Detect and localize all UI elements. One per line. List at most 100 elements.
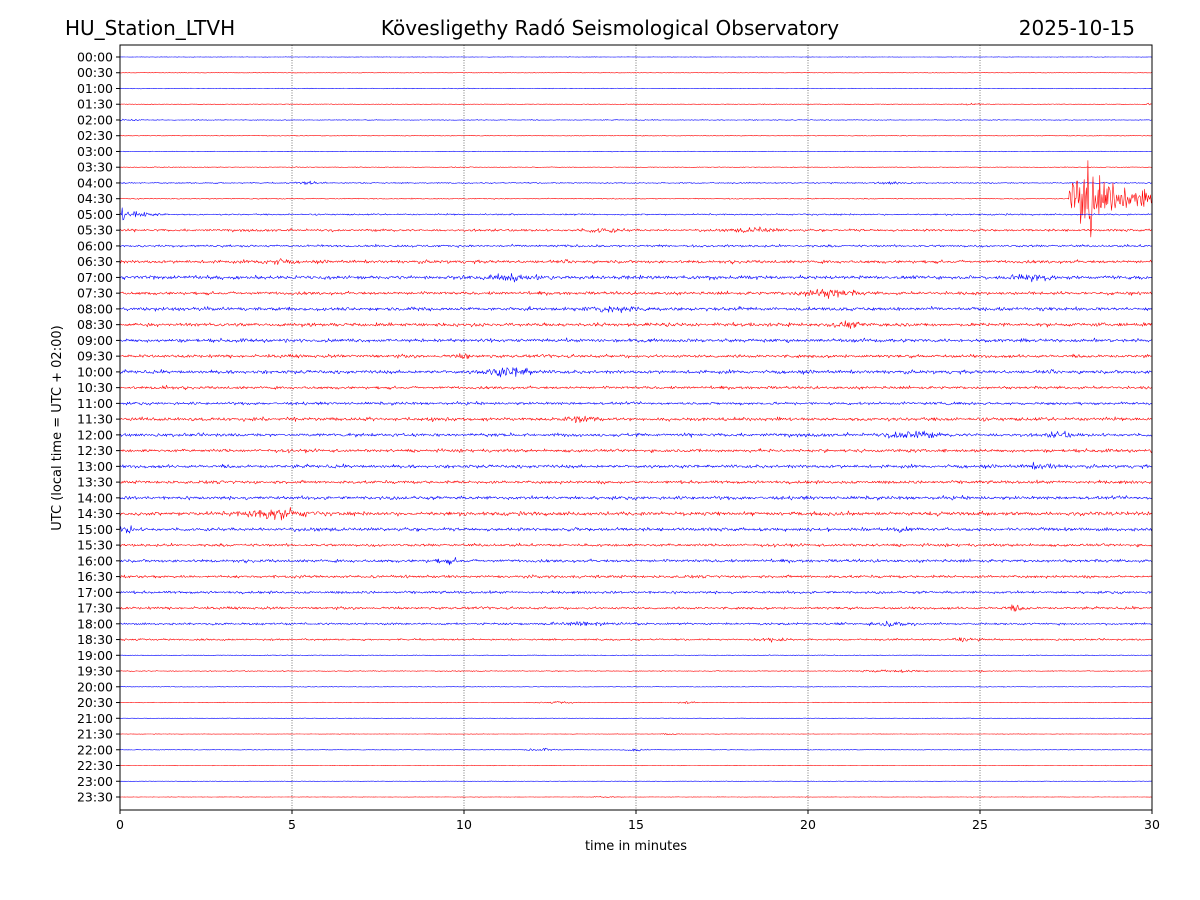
y-axis-ticks: 00:0000:3001:0001:3002:0002:3003:0003:30…: [77, 50, 120, 805]
trace-1100: [120, 401, 1152, 406]
trace-0500: [120, 207, 1152, 221]
trace-2200: [120, 747, 1152, 752]
y-tick-label: 06:30: [77, 254, 113, 269]
trace-0430: [120, 160, 1152, 238]
y-tick-label: 07:00: [77, 270, 113, 285]
y-tick-label: 18:30: [77, 632, 113, 647]
trace-1830: [120, 637, 1152, 643]
y-tick-label: 17:00: [77, 585, 113, 600]
trace-0730: [120, 288, 1152, 299]
trace-1930: [120, 669, 1152, 673]
trace-1600: [120, 557, 1152, 566]
y-tick-label: 08:30: [77, 317, 113, 332]
trace-1330: [120, 479, 1152, 485]
trace-2000: [120, 686, 1152, 688]
trace-0700: [120, 273, 1152, 283]
y-tick-label: 02:00: [77, 112, 113, 127]
y-tick-label: 00:30: [77, 65, 113, 80]
y-tick-label: 07:30: [77, 286, 113, 301]
trace-0600: [120, 243, 1152, 248]
trace-1000: [120, 367, 1152, 378]
y-tick-label: 19:00: [77, 648, 113, 663]
trace-0900: [120, 337, 1152, 343]
y-tick-label: 05:00: [77, 207, 113, 222]
trace-1130: [120, 415, 1152, 423]
y-tick-label: 10:00: [77, 364, 113, 379]
trace-0030: [120, 72, 1152, 74]
trace-1500: [120, 525, 1152, 534]
y-tick-label: 09:00: [77, 333, 113, 348]
x-tick-label: 15: [628, 817, 644, 832]
grid-lines: [291, 45, 981, 810]
trace-0330: [120, 166, 1152, 169]
y-tick-label: 10:30: [77, 380, 113, 395]
trace-1800: [120, 620, 1152, 627]
y-tick-label: 14:30: [77, 506, 113, 521]
y-tick-label: 15:30: [77, 538, 113, 553]
y-tick-label: 01:00: [77, 81, 113, 96]
trace-2230: [120, 764, 1152, 767]
trace-2330: [120, 796, 1152, 798]
y-tick-label: 18:00: [77, 616, 113, 631]
y-tick-label: 23:30: [77, 790, 113, 805]
trace-1730: [120, 604, 1152, 612]
y-tick-label: 02:30: [77, 128, 113, 143]
trace-2300: [120, 780, 1152, 782]
y-tick-label: 22:30: [77, 758, 113, 773]
y-tick-label: 00:00: [77, 50, 113, 65]
y-tick-label: 23:00: [77, 774, 113, 789]
x-axis-ticks: 0 5 10 15 20 25 30: [116, 810, 1160, 832]
trace-2030: [120, 701, 1152, 704]
y-tick-label: 03:30: [77, 160, 113, 175]
trace-1630: [120, 574, 1152, 579]
y-tick-label: 11:30: [77, 412, 113, 427]
trace-1200: [120, 430, 1152, 439]
trace-1900: [120, 654, 1152, 657]
trace-2100: [120, 717, 1152, 719]
y-tick-label: 14:00: [77, 490, 113, 505]
y-tick-label: 12:00: [77, 427, 113, 442]
trace-0230: [120, 135, 1152, 137]
x-tick-label: 0: [116, 817, 124, 832]
trace-0530: [120, 226, 1152, 233]
y-tick-label: 09:30: [77, 349, 113, 364]
trace-0300: [120, 150, 1152, 153]
trace-1400: [120, 495, 1152, 501]
y-tick-label: 21:00: [77, 711, 113, 726]
y-tick-label: 01:30: [77, 97, 113, 112]
x-tick-label: 10: [456, 817, 472, 832]
y-tick-label: 11:00: [77, 396, 113, 411]
y-tick-label: 22:00: [77, 742, 113, 757]
trace-0800: [120, 305, 1152, 314]
trace-0200: [120, 118, 1152, 122]
trace-1700: [120, 590, 1152, 595]
y-tick-label: 04:30: [77, 191, 113, 206]
y-tick-label: 20:30: [77, 695, 113, 710]
y-tick-label: 04:00: [77, 175, 113, 190]
trace-1530: [120, 542, 1152, 548]
y-tick-label: 12:30: [77, 443, 113, 458]
trace-1300: [120, 461, 1152, 470]
y-tick-label: 21:30: [77, 727, 113, 742]
observatory-title: Kövesligethy Radó Seismological Observat…: [381, 16, 839, 40]
y-tick-label: 05:30: [77, 223, 113, 238]
trace-0130: [120, 102, 1152, 106]
y-tick-label: 15:00: [77, 522, 113, 537]
y-tick-label: 16:00: [77, 553, 113, 568]
trace-0930: [120, 353, 1152, 360]
y-tick-label: 16:30: [77, 569, 113, 584]
trace-0400: [120, 180, 1152, 185]
y-tick-label: 19:30: [77, 664, 113, 679]
trace-0000: [120, 56, 1152, 58]
y-tick-label: 03:00: [77, 144, 113, 159]
y-tick-label: 13:00: [77, 459, 113, 474]
trace-0630: [120, 258, 1152, 265]
y-axis-label: UTC (local time = UTC + 02:00): [50, 325, 65, 530]
trace-0100: [120, 87, 1152, 90]
x-tick-label: 30: [1144, 817, 1160, 832]
trace-1230: [120, 448, 1152, 454]
trace-group: [120, 56, 1152, 798]
trace-0830: [120, 320, 1152, 329]
x-tick-label: 5: [288, 817, 296, 832]
